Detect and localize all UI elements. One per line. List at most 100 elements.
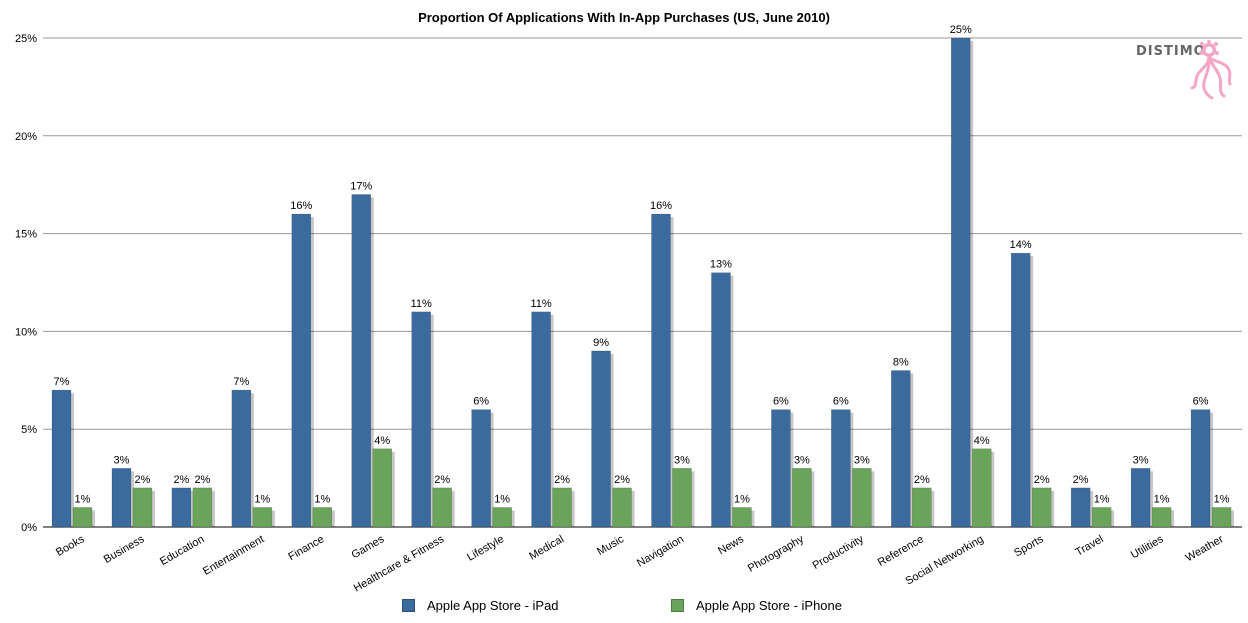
x-tick-label: Productivity — [811, 533, 867, 572]
x-tick-label: Weather — [1184, 533, 1226, 564]
legend-label-iphone: Apple App Store - iPhone — [696, 598, 842, 613]
x-tick-label: Reference — [876, 533, 926, 569]
bar-iphone — [732, 507, 752, 528]
data-label: 3% — [674, 454, 690, 466]
octopus-icon — [1190, 40, 1232, 100]
data-label: 2% — [1073, 474, 1089, 486]
x-tick-label: Navigation — [635, 533, 686, 569]
x-tick-label: Music — [595, 533, 626, 558]
x-tick-label: Business — [102, 533, 147, 566]
y-tick-label: 25% — [15, 33, 37, 45]
x-tick-label: News — [716, 533, 746, 557]
bar-chart: 0% 5% 10% 15% 20% 25% 7% 1% Books 3% 2% Business 2% 2… — [15, 24, 1242, 595]
data-label: 11% — [411, 298, 432, 310]
bar-iphone — [312, 507, 333, 528]
bar-iphone — [612, 487, 632, 528]
legend-item-ipad: Apple App Store - iPad — [402, 598, 559, 613]
bar-ipad — [651, 213, 671, 528]
bar-iphone — [252, 507, 273, 528]
x-tick-label: Games — [350, 533, 387, 561]
bar-ipad — [1010, 252, 1031, 528]
bar-iphone — [1211, 507, 1232, 528]
data-label: 2% — [914, 474, 930, 486]
data-label: 3% — [854, 454, 870, 466]
bar-ipad — [231, 389, 252, 528]
legend-swatch-iphone — [671, 599, 684, 612]
bar-iphone — [972, 448, 992, 528]
x-tick-label: Finance — [286, 533, 326, 563]
data-label: 8% — [893, 357, 909, 369]
data-label: 16% — [650, 200, 672, 212]
data-label: 1% — [494, 493, 510, 505]
data-label: 2% — [554, 474, 570, 486]
legend-swatch-ipad — [402, 599, 415, 612]
bar-iphone — [1151, 507, 1172, 528]
data-label: 1% — [1214, 493, 1230, 505]
data-label: 1% — [314, 493, 330, 505]
data-label: 6% — [473, 396, 489, 408]
legend: Apple App Store - iPad Apple App Store -… — [0, 598, 1248, 618]
data-label: 1% — [734, 493, 750, 505]
data-label: 2% — [434, 474, 450, 486]
x-tick-label: Utilities — [1129, 533, 1166, 561]
data-label: 6% — [1193, 396, 1209, 408]
y-tick-label: 0% — [21, 522, 37, 534]
distimo-logo: DISTIMO — [1136, 40, 1246, 104]
x-tick-label: Entertainment — [201, 533, 266, 578]
data-label: 4% — [974, 435, 990, 447]
data-label: 6% — [833, 396, 849, 408]
x-tick-label: Travel — [1074, 533, 1106, 558]
bar-ipad — [51, 389, 72, 528]
bar-iphone — [852, 468, 872, 528]
data-label: 9% — [593, 337, 609, 349]
bar-ipad — [171, 487, 192, 528]
data-label: 3% — [794, 454, 810, 466]
data-label: 11% — [530, 298, 551, 310]
bar-iphone — [1091, 507, 1112, 528]
bar-ipad — [291, 213, 312, 528]
bar-ipad — [1070, 487, 1091, 528]
bar-ipad — [351, 194, 371, 528]
legend-item-iphone: Apple App Store - iPhone — [671, 598, 842, 613]
data-label: 7% — [54, 376, 70, 388]
data-label: 2% — [194, 474, 210, 486]
bar-ipad — [951, 37, 971, 528]
data-label: 1% — [1154, 493, 1170, 505]
bar-ipad — [771, 409, 791, 528]
bar-ipad — [1130, 468, 1151, 528]
data-label: 2% — [1034, 474, 1050, 486]
data-label: 1% — [75, 493, 91, 505]
x-tick-label: Education — [158, 533, 206, 568]
data-label: 3% — [1133, 454, 1149, 466]
data-label: 2% — [134, 474, 150, 486]
bar-iphone — [792, 468, 812, 528]
legend-label-ipad: Apple App Store - iPad — [427, 598, 559, 613]
x-tick-label: Photography — [746, 533, 806, 575]
data-label: 6% — [773, 396, 789, 408]
data-label: 2% — [173, 474, 189, 486]
bar-iphone — [192, 487, 213, 528]
bar-ipad — [1190, 409, 1211, 528]
x-tick-label: Sports — [1012, 533, 1046, 560]
y-tick-label: 10% — [15, 326, 37, 338]
y-tick-label: 20% — [15, 131, 37, 143]
bar-iphone — [72, 507, 93, 528]
data-label: 17% — [350, 180, 372, 192]
x-tick-label: Books — [54, 533, 87, 559]
x-tick-label: Medical — [527, 533, 566, 562]
y-tick-label: 5% — [21, 424, 37, 436]
bar-ipad — [111, 468, 132, 528]
data-label: 13% — [710, 259, 732, 271]
data-label: 2% — [614, 474, 630, 486]
x-tick-label: Lifestyle — [465, 533, 506, 564]
data-label: 7% — [233, 376, 249, 388]
bar-ipad — [711, 272, 731, 528]
bar-iphone — [672, 468, 692, 528]
data-label: 1% — [1094, 493, 1110, 505]
bar-iphone — [432, 487, 452, 528]
data-label: 16% — [290, 200, 312, 212]
data-label: 4% — [374, 435, 390, 447]
y-tick-label: 15% — [15, 229, 37, 241]
bar-ipad — [531, 311, 551, 528]
data-label: 14% — [1010, 239, 1032, 251]
